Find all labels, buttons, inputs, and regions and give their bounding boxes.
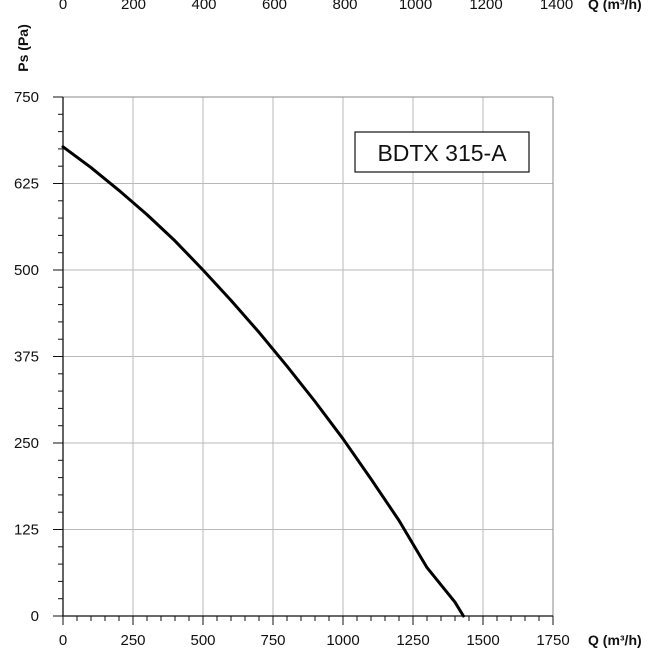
top-axis-tick-label: 1200 [469, 0, 502, 13]
top-axis-tick-label: 200 [121, 0, 146, 13]
x-axis-title: Q (m³/h) [588, 632, 642, 648]
x-tick-label: 1750 [536, 632, 569, 649]
top-axis-tick-label: 1000 [399, 0, 432, 13]
y-axis-title: Ps (Pa) [15, 24, 31, 71]
x-tick-label: 1250 [396, 632, 429, 649]
top-axis-tick-label: 1400 [540, 0, 573, 13]
top-axis-title: Q (m³/h) [588, 0, 642, 12]
x-tick-label: 250 [120, 632, 145, 649]
legend-box-frame [354, 131, 530, 173]
top-axis-tick-label: 0 [59, 0, 67, 13]
grid [63, 97, 553, 616]
top-axis-tick-label: 600 [262, 0, 287, 13]
x-tick-label: 1500 [466, 632, 499, 649]
y-tick-label: 125 [14, 522, 39, 539]
legend-box: BDTX 315-A [354, 131, 530, 173]
x-tick-label: 0 [59, 632, 67, 649]
performance-curve [61, 145, 465, 618]
top-axis-tick-label: 400 [191, 0, 216, 13]
x-axis-ticks: 0 250 500 750 1000 1250 1500 1750 [59, 616, 570, 649]
y-tick-label: 0 [31, 608, 39, 625]
legend-box-label: BDTX 315-A [377, 140, 507, 166]
top-axis-tick-label: 800 [332, 0, 357, 13]
y-axis-ticks: 0 125 250 375 500 625 750 [14, 89, 63, 625]
series-group [61, 145, 465, 618]
y-tick-label: 750 [14, 89, 39, 106]
x-tick-label: 1000 [326, 632, 359, 649]
x-tick-label: 500 [190, 632, 215, 649]
y-tick-label: 375 [14, 349, 39, 366]
x-tick-label: 750 [260, 632, 285, 649]
y-tick-label: 250 [14, 435, 39, 452]
top-axis: 0 200 400 600 800 1000 1200 1400 Q (m³/h) [59, 0, 642, 13]
y-tick-label: 625 [14, 176, 39, 193]
y-tick-label: 500 [14, 262, 39, 279]
